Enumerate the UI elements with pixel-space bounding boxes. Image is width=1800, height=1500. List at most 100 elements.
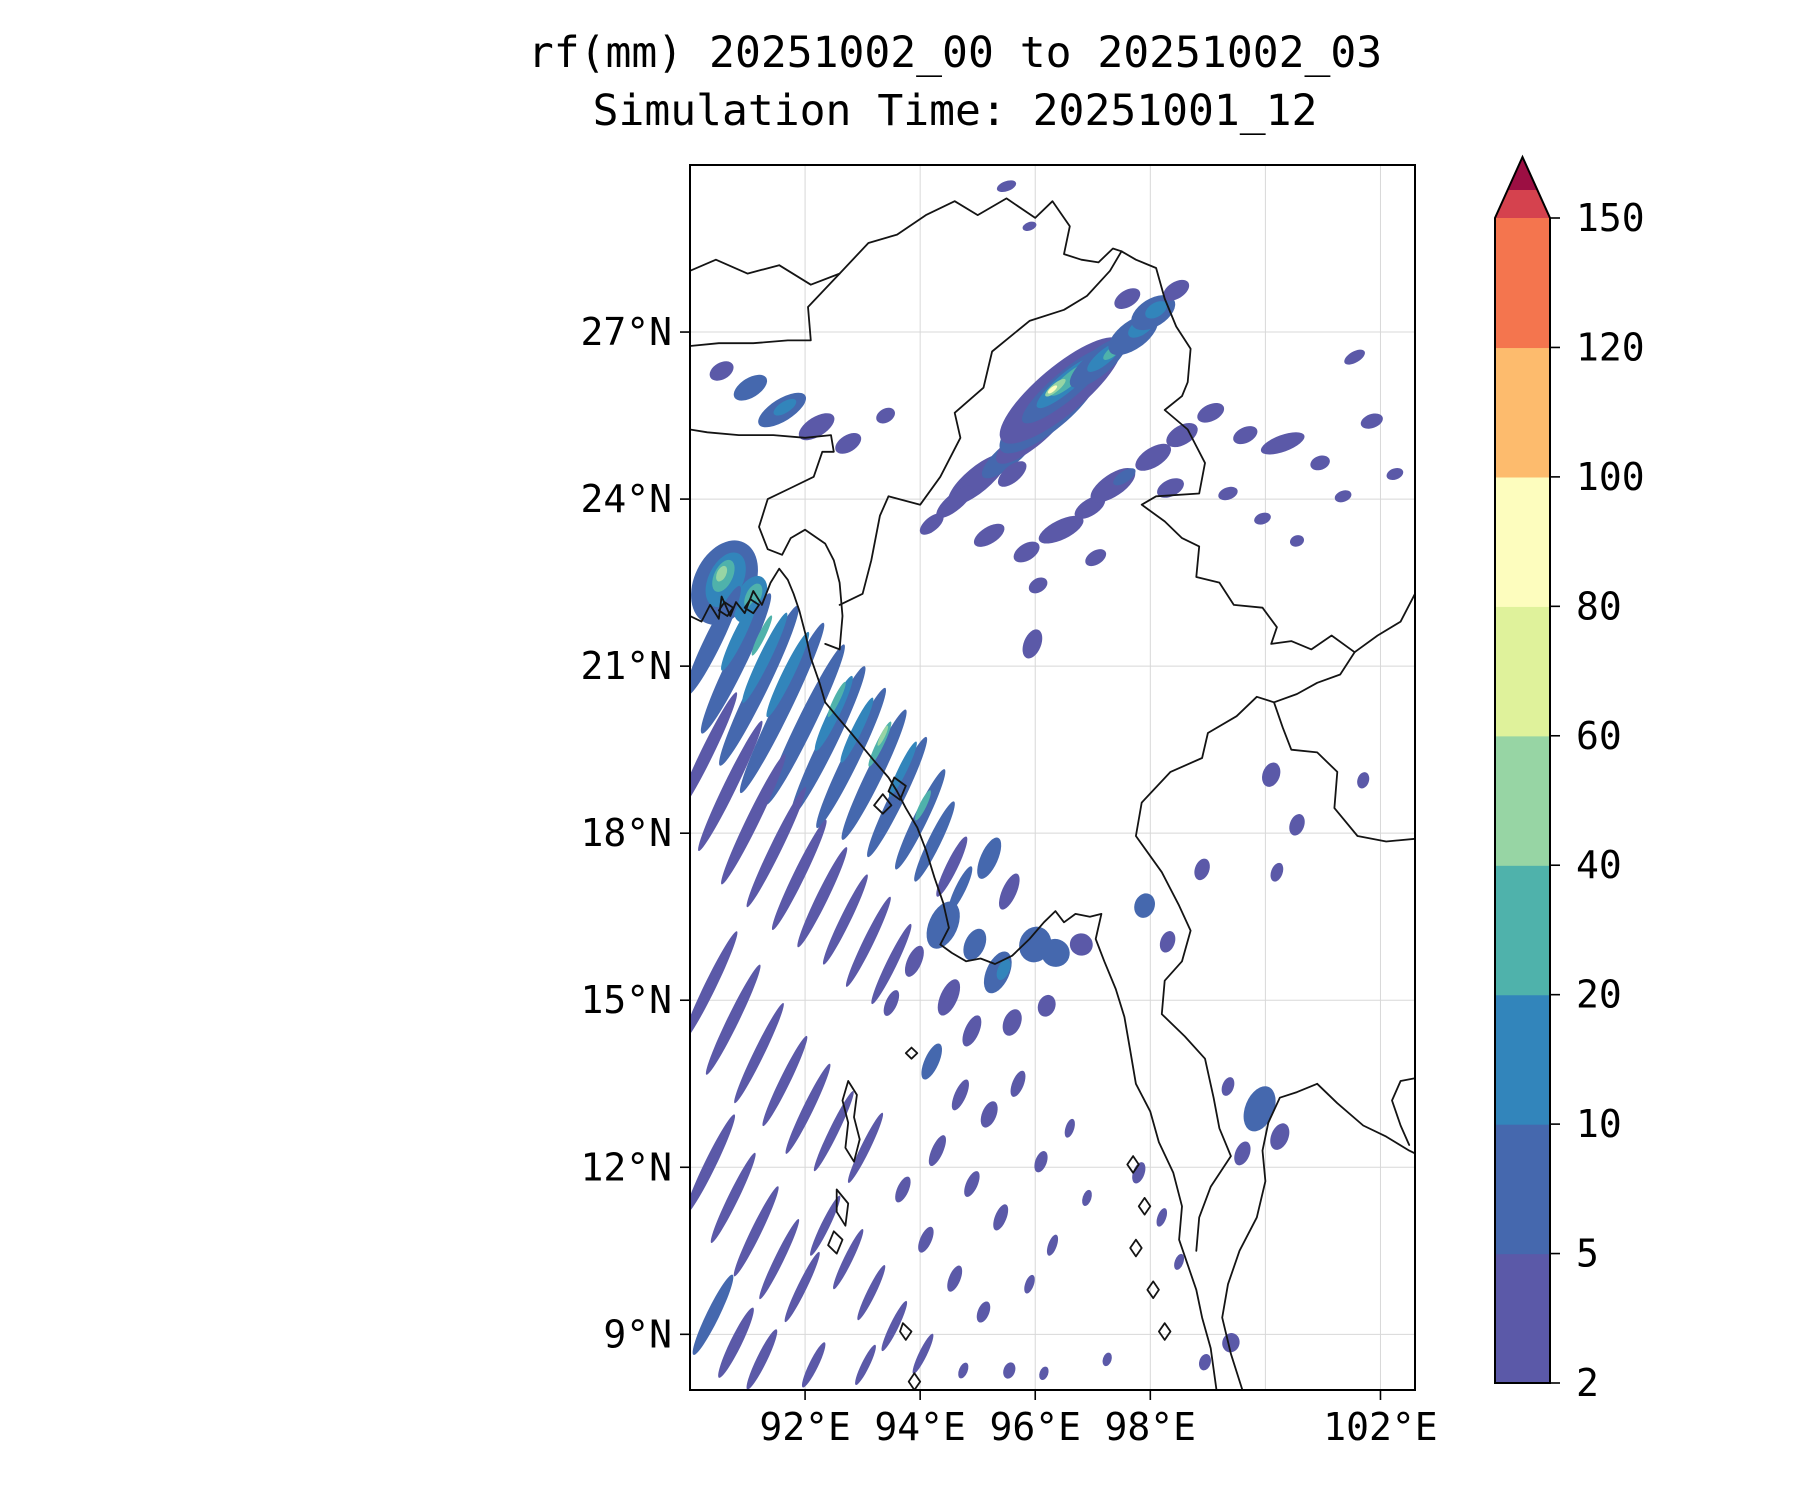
rain-cell: [980, 1101, 998, 1128]
colorbar: 2 5 10 20 40 60 80 100 120 150: [1494, 154, 1645, 1405]
colorbar-tick-label: 150: [1576, 196, 1645, 240]
rain-cell: [1233, 426, 1258, 445]
rain-cell: [1357, 772, 1370, 789]
coastline-path: [717, 601, 735, 617]
rain-cell: [888, 741, 917, 797]
coastline-path: [690, 197, 1123, 286]
rain-cell: [1024, 1274, 1035, 1294]
rain-cell: [1157, 478, 1184, 498]
rain-cell: [690, 585, 741, 697]
colorbar-tick-label: 100: [1576, 455, 1645, 499]
rain-cell: [1102, 1352, 1112, 1367]
rain-cell: [1221, 1077, 1235, 1096]
rain-cell: [733, 374, 768, 401]
rain-cell: [977, 837, 1002, 879]
rain-cell: [751, 615, 773, 656]
lat-tick-label: 18°N: [580, 811, 672, 855]
rain-cell: [766, 631, 810, 718]
rain-cell: [816, 687, 887, 829]
lat-tick-label: 27°N: [580, 310, 672, 354]
colorbar-segment: [1495, 865, 1550, 996]
rain-cell: [1270, 862, 1284, 882]
coastline-path: [1158, 1322, 1172, 1341]
rain-cell: [1046, 1234, 1059, 1256]
colorbar-tick-label: 20: [1576, 973, 1622, 1017]
rain-cell: [716, 565, 728, 582]
coastline-path: [907, 1372, 922, 1390]
rain-cell: [1197, 402, 1225, 423]
coastline-path: [1146, 1280, 1160, 1299]
rain-cell: [1218, 486, 1238, 501]
rain-cell: [721, 600, 757, 671]
rain-cell: [962, 1015, 982, 1047]
colorbar-tick-label: 10: [1576, 1102, 1622, 1146]
rain-cell: [1064, 1118, 1075, 1138]
lon-tick-label: 98°E: [1105, 1405, 1197, 1449]
rain-cell: [1038, 515, 1084, 544]
rain-cell: [1334, 490, 1352, 503]
rain-cell: [904, 945, 924, 977]
lat-tick-label: 21°N: [580, 644, 672, 688]
rain-cell: [1037, 994, 1056, 1017]
colorbar-tick-label: 60: [1576, 714, 1622, 758]
rain-cell: [883, 990, 900, 1016]
rain-cell: [857, 1265, 886, 1321]
rain-cell: [1156, 1208, 1168, 1227]
colorbar-tick-label: 120: [1576, 325, 1645, 369]
rain-cell: [1243, 1086, 1276, 1132]
rain-cell: [1113, 468, 1136, 486]
rain-cell: [963, 928, 987, 961]
rain-cell: [739, 622, 825, 794]
rain-cell: [721, 754, 786, 885]
rain-cell: [1289, 535, 1305, 547]
colorbar-segment: [1495, 218, 1550, 349]
rain-cell: [871, 923, 912, 1005]
rain-cell: [810, 1195, 841, 1256]
rain-cell: [845, 896, 891, 987]
rain-cell: [1039, 1366, 1049, 1381]
colorbar-segment: [1495, 1124, 1550, 1255]
coastline-path: [873, 793, 893, 815]
rain-cell: [914, 801, 955, 882]
lat-tick-label: 24°N: [580, 477, 672, 521]
rain-cell: [790, 666, 866, 817]
rain-cell: [1003, 1362, 1016, 1379]
colorbar-tick-label: 5: [1576, 1232, 1599, 1276]
lon-tick-label: 94°E: [874, 1405, 966, 1449]
coastline-path: [827, 1230, 844, 1255]
rain-cell: [918, 1226, 934, 1253]
rain-cell: [1010, 1070, 1026, 1097]
lon-tick-label: 102°E: [1323, 1405, 1437, 1449]
rain-cell: [813, 1091, 854, 1172]
rain-cell: [840, 697, 874, 763]
colorbar-segment: [1495, 994, 1550, 1125]
colorbar-tick-label: 80: [1576, 584, 1622, 628]
colorbar-tick-label: 40: [1576, 843, 1622, 887]
chart-title: rf(mm) 20251002_00 to 20251002_03: [527, 28, 1383, 78]
rain-cell: [835, 432, 862, 454]
rain-cell: [928, 1135, 946, 1167]
coastline-path: [1126, 1155, 1140, 1174]
rain-cell: [797, 847, 848, 948]
rain-cell: [999, 873, 1020, 910]
rain-cell: [746, 786, 807, 908]
rain-cell: [1159, 931, 1176, 953]
rain-cell: [1262, 762, 1281, 787]
coastline-path: [1353, 592, 1415, 654]
rain-cell: [827, 681, 846, 718]
rain-cell: [759, 1219, 800, 1300]
lon-tick-label: 92°E: [759, 1405, 851, 1449]
rain-cell: [1163, 279, 1190, 301]
coastline-path: [690, 428, 844, 651]
rain-cell: [1028, 577, 1048, 594]
coastline-path: [835, 1188, 850, 1227]
coastline-path: [887, 776, 907, 801]
rain-cell: [1114, 288, 1141, 310]
rain-cell: [692, 1274, 734, 1355]
rain-cell: [1270, 1123, 1290, 1150]
rain-cell: [973, 523, 1005, 547]
gridlines: [690, 165, 1415, 1390]
rain-cell: [996, 180, 1017, 193]
rain-cell: [1166, 423, 1198, 448]
